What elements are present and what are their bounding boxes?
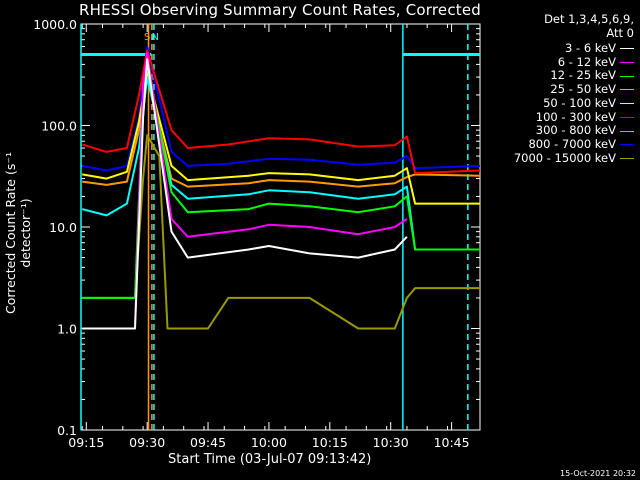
legend-entry: 3 - 6 keV [514, 41, 634, 56]
legend-label: 25 - 50 keV [550, 82, 616, 97]
chart-title: RHESSI Observing Summary Count Rates, Co… [78, 1, 481, 19]
legend-label: 7000 - 15000 keV [513, 150, 616, 165]
x-tick-label: 10:00 [251, 435, 287, 450]
legend-swatch [620, 130, 634, 132]
legend-label: 800 - 7000 keV [528, 136, 616, 151]
legend-label: 3 - 6 keV [565, 41, 616, 55]
series-line [82, 76, 481, 188]
legend-swatch [620, 157, 634, 159]
series-line [82, 58, 408, 330]
y-tick-label: 1.0 [57, 322, 77, 337]
y-tick-label: 10.0 [49, 220, 77, 235]
x-tick-label: 09:15 [68, 435, 104, 450]
y-tick-label: 100.0 [41, 119, 77, 134]
detectors-label: Det 1,3,4,5,6,9, [544, 12, 634, 26]
legend-swatch [620, 48, 634, 50]
series-line [82, 45, 481, 172]
legend-swatch [620, 116, 634, 118]
x-tick-label: 09:45 [190, 435, 226, 450]
y-tick-label: 1000.0 [33, 17, 77, 32]
legend-label: 12 - 25 keV [550, 68, 616, 83]
x-tick-label: 10:30 [373, 435, 409, 450]
y-axis-label: Corrected Count Rate (s⁻¹ detector⁻¹) [3, 152, 33, 314]
series-line [82, 71, 480, 205]
legend-entry: 7000 - 15000 keV [513, 150, 634, 166]
attenuator-label: Att 0 [606, 26, 634, 40]
legend-swatch [620, 144, 634, 146]
legend-swatch [620, 89, 634, 91]
x-tick-label: 10:15 [312, 435, 348, 450]
series-line [81, 49, 481, 175]
legend-entry: 300 - 800 keV [514, 124, 634, 138]
y-tick-label: 0.1 [57, 423, 77, 438]
legend-swatch [620, 75, 634, 77]
legend-label: 6 - 12 keV [557, 54, 616, 69]
legend: 3 - 6 keV 6 - 12 keV 12 - 25 keV 25 - 50 ke… [513, 41, 634, 166]
legend-swatch [620, 103, 634, 105]
legend-entry: 25 - 50 keV [514, 82, 634, 97]
legend-label: 300 - 800 keV [535, 123, 616, 138]
generated-timestamp: 15-Oct-2021 20:32 [560, 469, 636, 478]
series-line [82, 51, 408, 330]
legend-entry: 100 - 300 keV [514, 109, 634, 125]
legend-entry: 6 - 12 keV [514, 54, 634, 70]
x-axis-label: Start Time (03-Jul-07 09:13:42) [168, 452, 372, 467]
flag-label: N [152, 32, 159, 43]
legend-header: Det 1,3,4,5,6,9, Att 0 [544, 12, 634, 40]
x-tick-label: 10:45 [434, 435, 470, 450]
legend-entry: 12 - 25 keV [514, 69, 634, 83]
x-tick-label: 09:30 [129, 435, 165, 450]
legend-swatch [620, 62, 634, 64]
legend-entry: 800 - 7000 keV [514, 136, 634, 152]
flag-label: S [144, 32, 150, 43]
series-line [81, 76, 480, 251]
legend-label: 50 - 100 keV [543, 95, 616, 110]
legend-entry: 50 - 100 keV [514, 95, 634, 111]
legend-label: 100 - 300 keV [535, 109, 616, 124]
series-line [82, 134, 480, 330]
